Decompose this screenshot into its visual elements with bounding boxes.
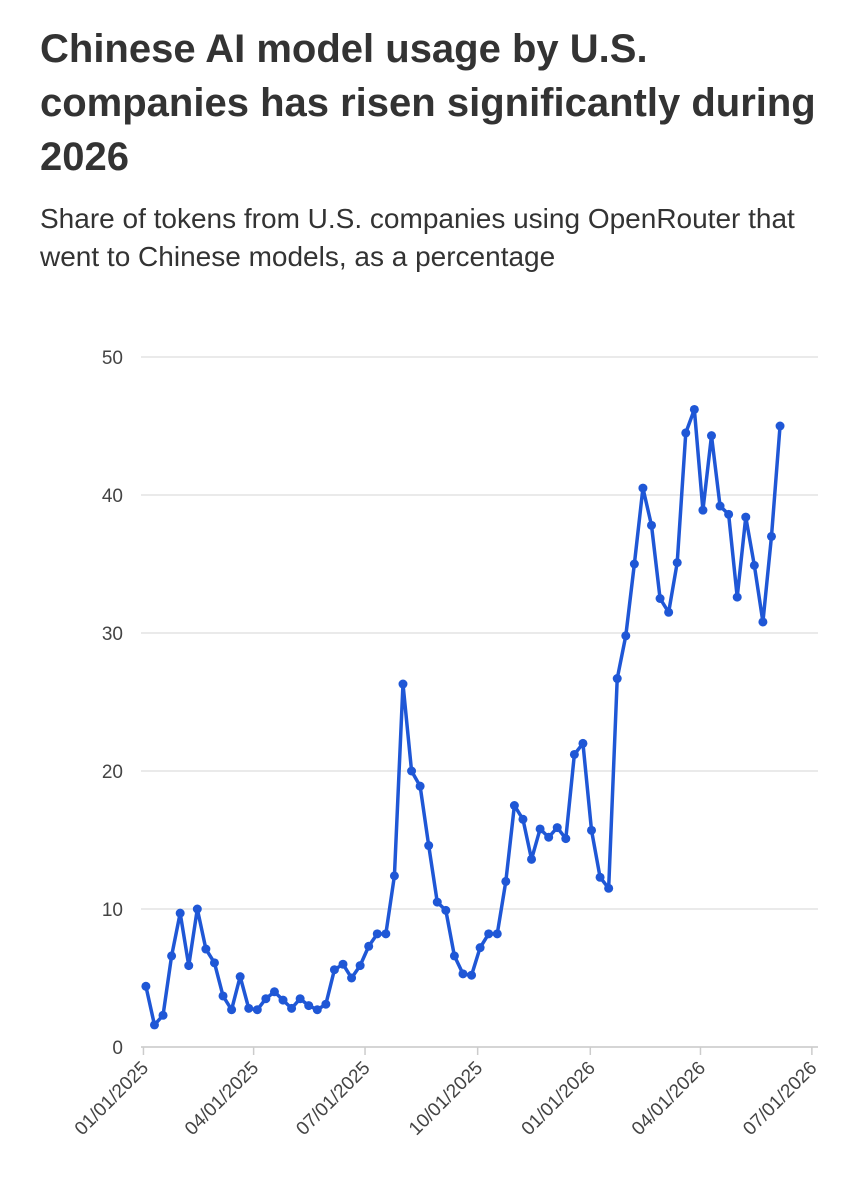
data-point bbox=[629, 559, 639, 569]
data-point bbox=[587, 825, 597, 835]
data-point bbox=[415, 781, 425, 791]
x-tick-label: 01/01/2025 bbox=[71, 1058, 153, 1140]
data-point bbox=[518, 814, 528, 824]
data-point bbox=[501, 876, 511, 886]
data-point bbox=[732, 592, 742, 602]
data-point bbox=[681, 428, 691, 438]
x-tick-label: 01/01/2026 bbox=[518, 1058, 600, 1140]
data-point bbox=[655, 594, 665, 603]
data-point bbox=[664, 607, 674, 617]
data-point bbox=[724, 509, 734, 519]
data-point bbox=[595, 872, 605, 882]
data-point bbox=[338, 959, 348, 969]
data-point bbox=[458, 969, 468, 979]
data-point bbox=[312, 1005, 322, 1015]
data-point bbox=[321, 999, 331, 1009]
data-point bbox=[381, 929, 391, 939]
y-tick-label: 50 bbox=[102, 348, 123, 369]
data-point bbox=[218, 991, 228, 1001]
data-point bbox=[175, 908, 185, 918]
data-point bbox=[706, 431, 716, 441]
x-tick-label: 07/01/2025 bbox=[292, 1058, 374, 1140]
data-point bbox=[167, 951, 177, 961]
data-point bbox=[252, 1005, 262, 1015]
data-point bbox=[244, 1003, 254, 1013]
y-tick-label: 40 bbox=[102, 486, 123, 507]
data-point bbox=[544, 832, 554, 842]
data-point bbox=[741, 512, 751, 522]
data-point bbox=[552, 823, 562, 833]
data-point bbox=[235, 972, 245, 982]
data-point bbox=[424, 841, 434, 851]
data-point bbox=[389, 871, 399, 881]
data-point bbox=[475, 943, 485, 953]
data-point bbox=[209, 958, 219, 968]
data-point bbox=[192, 904, 202, 914]
data-point bbox=[347, 973, 357, 983]
data-point bbox=[647, 520, 657, 530]
x-tick-label: 07/01/2026 bbox=[739, 1058, 821, 1140]
data-point bbox=[621, 631, 631, 641]
data-point bbox=[578, 738, 588, 748]
data-point bbox=[604, 883, 614, 893]
y-tick-label: 10 bbox=[102, 900, 123, 921]
data-point bbox=[698, 505, 708, 515]
data-point bbox=[441, 905, 451, 915]
data-point bbox=[432, 897, 442, 907]
x-tick-label: 04/01/2025 bbox=[181, 1058, 263, 1140]
data-point bbox=[304, 1001, 314, 1011]
data-point bbox=[766, 531, 776, 541]
data-point bbox=[227, 1005, 237, 1015]
data-point bbox=[329, 965, 339, 975]
data-point bbox=[407, 766, 417, 776]
data-point bbox=[449, 951, 459, 961]
data-point bbox=[569, 749, 579, 759]
data-point bbox=[372, 929, 382, 939]
data-point bbox=[672, 558, 682, 568]
y-tick-label: 0 bbox=[112, 1038, 123, 1059]
data-point bbox=[484, 929, 494, 939]
data-point bbox=[535, 824, 545, 834]
data-point bbox=[561, 834, 571, 844]
x-tick-label: 04/01/2026 bbox=[628, 1058, 710, 1140]
data-point bbox=[355, 961, 365, 971]
data-point bbox=[287, 1003, 297, 1013]
data-point bbox=[758, 617, 768, 627]
y-tick-label: 20 bbox=[102, 762, 123, 783]
data-point bbox=[638, 483, 648, 493]
data-point bbox=[295, 994, 305, 1004]
data-point bbox=[261, 994, 271, 1004]
chart-title: Chinese AI model usage by U.S. companies… bbox=[40, 27, 816, 179]
data-point bbox=[149, 1020, 159, 1030]
data-point bbox=[689, 404, 699, 414]
data-line bbox=[144, 407, 782, 1027]
data-point bbox=[269, 987, 279, 997]
data-point bbox=[509, 801, 519, 810]
data-point bbox=[715, 501, 725, 511]
data-point bbox=[158, 1010, 168, 1020]
data-point bbox=[364, 941, 374, 951]
chart-subtitle: Share of tokens from U.S. companies usin… bbox=[40, 203, 795, 272]
x-tick-label: 10/01/2025 bbox=[405, 1058, 487, 1140]
data-point bbox=[492, 929, 502, 939]
data-point bbox=[398, 679, 408, 689]
data-point bbox=[749, 560, 759, 570]
data-point bbox=[467, 970, 477, 980]
data-point bbox=[141, 981, 151, 991]
data-point bbox=[527, 854, 537, 864]
data-point bbox=[201, 944, 211, 954]
data-point bbox=[775, 421, 785, 431]
data-point bbox=[184, 961, 194, 971]
y-tick-label: 30 bbox=[102, 624, 123, 645]
data-point bbox=[278, 995, 288, 1005]
data-point bbox=[612, 674, 622, 684]
